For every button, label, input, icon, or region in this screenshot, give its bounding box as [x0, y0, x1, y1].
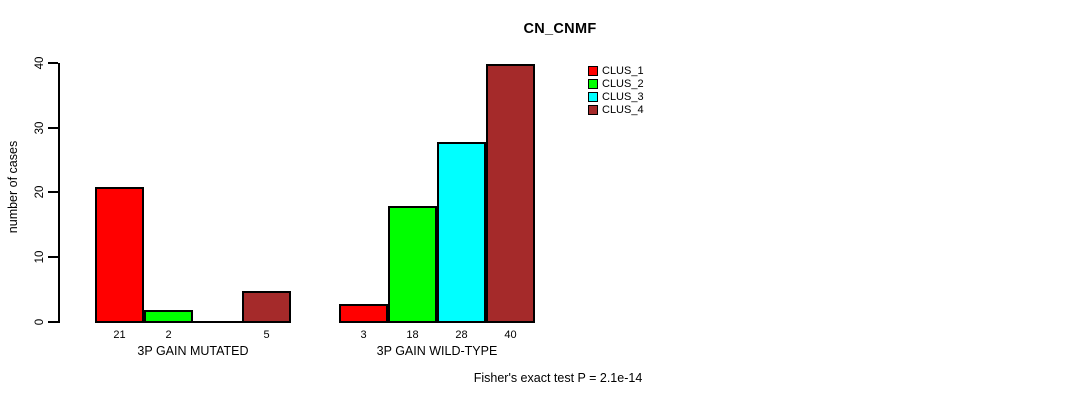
- bar-value-label: 2: [165, 329, 172, 341]
- y-tick-label: 10: [34, 250, 46, 264]
- bar: [95, 187, 144, 323]
- bar-zero-baseline: [193, 321, 242, 323]
- bar-value-label: 5: [263, 329, 270, 341]
- legend-swatch: [588, 79, 598, 89]
- legend-item: CLUS_1: [588, 65, 644, 77]
- bar-value-label: 18: [406, 329, 419, 341]
- bar-value-label: 3: [360, 329, 367, 341]
- y-tick: [48, 191, 58, 193]
- legend-label: CLUS_3: [602, 91, 644, 103]
- bar-value-label: 21: [113, 329, 126, 341]
- group-label: 3P GAIN WILD-TYPE: [376, 344, 498, 358]
- legend-swatch: [588, 66, 598, 76]
- y-tick: [48, 62, 58, 64]
- bar-value-label: 28: [455, 329, 468, 341]
- y-tick-label: 20: [34, 185, 46, 199]
- y-tick: [48, 321, 58, 323]
- legend: CLUS_1 CLUS_2 CLUS_3 CLUS_4: [588, 65, 644, 116]
- bar: [242, 291, 291, 323]
- legend-label: CLUS_4: [602, 104, 644, 116]
- bar: [339, 304, 388, 323]
- legend-item: CLUS_2: [588, 78, 644, 90]
- bar: [144, 310, 193, 323]
- legend-item: CLUS_3: [588, 91, 644, 103]
- legend-swatch: [588, 92, 598, 102]
- legend-item: CLUS_4: [588, 104, 644, 116]
- y-tick: [48, 127, 58, 129]
- chart-title: CN_CNMF: [523, 21, 597, 37]
- bar: [437, 142, 486, 323]
- y-tick: [48, 256, 58, 258]
- legend-label: CLUS_2: [602, 78, 644, 90]
- legend-swatch: [588, 105, 598, 115]
- y-tick-label: 40: [34, 56, 46, 70]
- bar: [486, 64, 535, 323]
- legend-label: CLUS_1: [602, 65, 644, 77]
- y-tick-label: 0: [34, 318, 46, 326]
- y-axis-line: [58, 63, 60, 323]
- bar: [388, 206, 437, 323]
- y-tick-label: 30: [34, 121, 46, 135]
- group-label: 3P GAIN MUTATED: [137, 344, 249, 358]
- bar-value-label: 40: [504, 329, 517, 341]
- annotation-text: Fisher's exact test P = 2.1e-14: [473, 371, 643, 385]
